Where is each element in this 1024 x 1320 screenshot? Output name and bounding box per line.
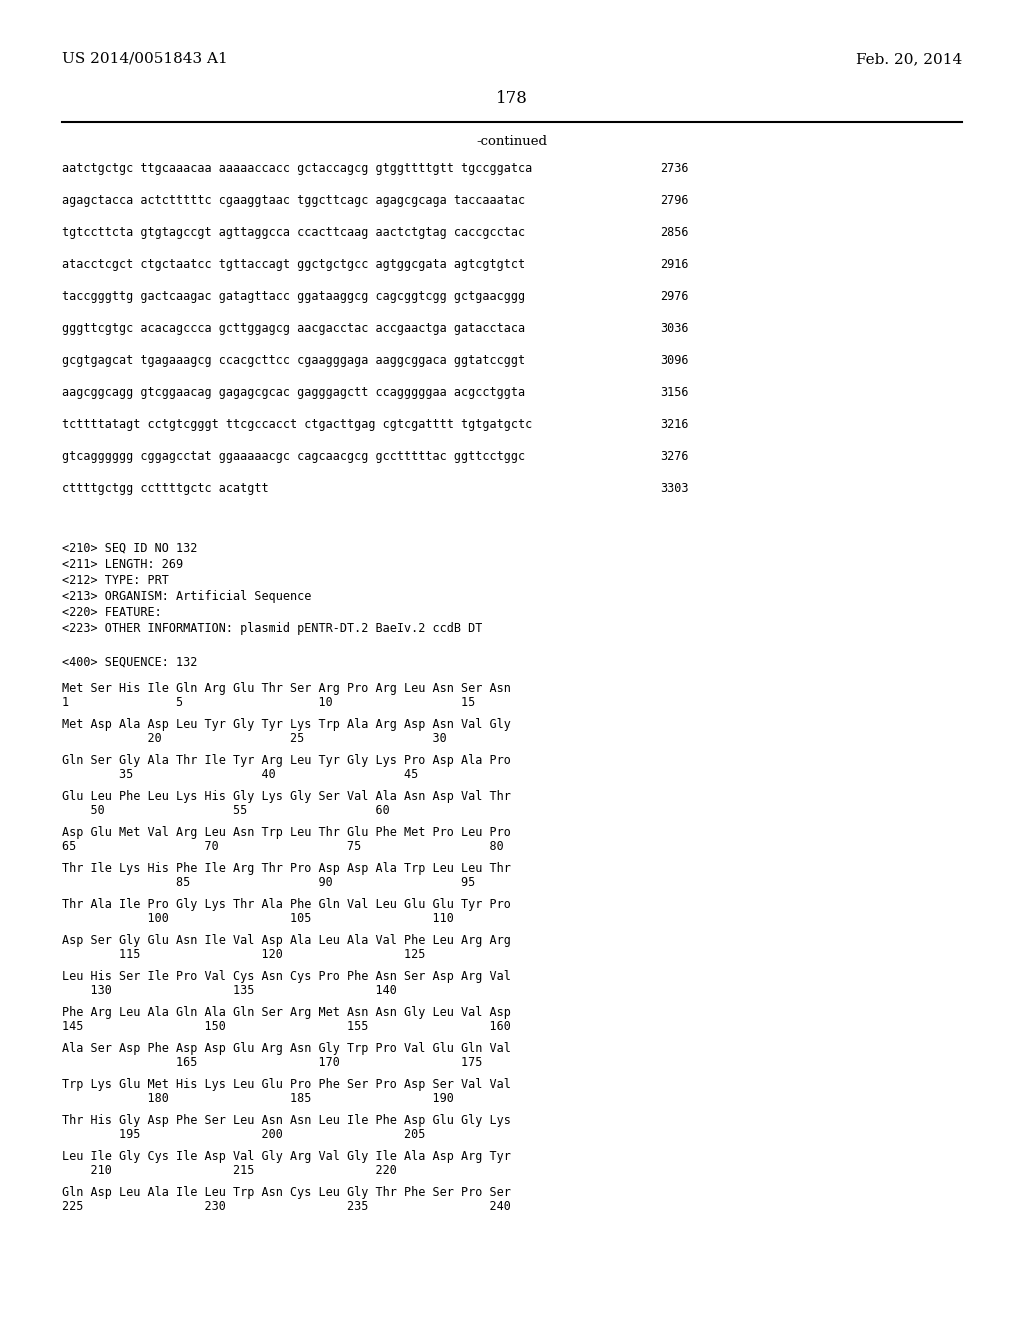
Text: Thr Ala Ile Pro Gly Lys Thr Ala Phe Gln Val Leu Glu Glu Tyr Pro: Thr Ala Ile Pro Gly Lys Thr Ala Phe Gln … — [62, 898, 511, 911]
Text: 178: 178 — [496, 90, 528, 107]
Text: cttttgctgg ccttttgctc acatgtt: cttttgctgg ccttttgctc acatgtt — [62, 482, 268, 495]
Text: 165                 170                 175: 165 170 175 — [62, 1056, 482, 1069]
Text: Asp Ser Gly Glu Asn Ile Val Asp Ala Leu Ala Val Phe Leu Arg Arg: Asp Ser Gly Glu Asn Ile Val Asp Ala Leu … — [62, 935, 511, 946]
Text: Glu Leu Phe Leu Lys His Gly Lys Gly Ser Val Ala Asn Asp Val Thr: Glu Leu Phe Leu Lys His Gly Lys Gly Ser … — [62, 789, 511, 803]
Text: aagcggcagg gtcggaacag gagagcgcac gagggagctt ccagggggaa acgcctggta: aagcggcagg gtcggaacag gagagcgcac gagggag… — [62, 385, 525, 399]
Text: 3156: 3156 — [660, 385, 688, 399]
Text: <223> OTHER INFORMATION: plasmid pENTR-DT.2 BaeIv.2 ccdB DT: <223> OTHER INFORMATION: plasmid pENTR-D… — [62, 622, 482, 635]
Text: Trp Lys Glu Met His Lys Leu Glu Pro Phe Ser Pro Asp Ser Val Val: Trp Lys Glu Met His Lys Leu Glu Pro Phe … — [62, 1078, 511, 1092]
Text: 20                  25                  30: 20 25 30 — [62, 733, 446, 744]
Text: Leu His Ser Ile Pro Val Cys Asn Cys Pro Phe Asn Ser Asp Arg Val: Leu His Ser Ile Pro Val Cys Asn Cys Pro … — [62, 970, 511, 983]
Text: <212> TYPE: PRT: <212> TYPE: PRT — [62, 574, 169, 587]
Text: aatctgctgc ttgcaaacaa aaaaaccacc gctaccagcg gtggttttgtt tgccggatca: aatctgctgc ttgcaaacaa aaaaaccacc gctacca… — [62, 162, 532, 176]
Text: Leu Ile Gly Cys Ile Asp Val Gly Arg Val Gly Ile Ala Asp Arg Tyr: Leu Ile Gly Cys Ile Asp Val Gly Arg Val … — [62, 1150, 511, 1163]
Text: 1               5                   10                  15: 1 5 10 15 — [62, 696, 475, 709]
Text: -continued: -continued — [476, 135, 548, 148]
Text: Asp Glu Met Val Arg Leu Asn Trp Leu Thr Glu Phe Met Pro Leu Pro: Asp Glu Met Val Arg Leu Asn Trp Leu Thr … — [62, 826, 511, 840]
Text: 210                 215                 220: 210 215 220 — [62, 1164, 397, 1177]
Text: 100                 105                 110: 100 105 110 — [62, 912, 454, 925]
Text: Phe Arg Leu Ala Gln Ala Gln Ser Arg Met Asn Asn Gly Leu Val Asp: Phe Arg Leu Ala Gln Ala Gln Ser Arg Met … — [62, 1006, 511, 1019]
Text: taccgggttg gactcaagac gatagttacc ggataaggcg cagcggtcgg gctgaacggg: taccgggttg gactcaagac gatagttacc ggataag… — [62, 290, 525, 304]
Text: 3303: 3303 — [660, 482, 688, 495]
Text: 3096: 3096 — [660, 354, 688, 367]
Text: US 2014/0051843 A1: US 2014/0051843 A1 — [62, 51, 227, 66]
Text: <211> LENGTH: 269: <211> LENGTH: 269 — [62, 558, 183, 572]
Text: 35                  40                  45: 35 40 45 — [62, 768, 418, 781]
Text: 2976: 2976 — [660, 290, 688, 304]
Text: atacctcgct ctgctaatcc tgttaccagt ggctgctgcc agtggcgata agtcgtgtct: atacctcgct ctgctaatcc tgttaccagt ggctgct… — [62, 257, 525, 271]
Text: tgtccttcta gtgtagccgt agttaggcca ccacttcaag aactctgtag caccgcctac: tgtccttcta gtgtagccgt agttaggcca ccacttc… — [62, 226, 525, 239]
Text: Thr His Gly Asp Phe Ser Leu Asn Asn Leu Ile Phe Asp Glu Gly Lys: Thr His Gly Asp Phe Ser Leu Asn Asn Leu … — [62, 1114, 511, 1127]
Text: Ala Ser Asp Phe Asp Asp Glu Arg Asn Gly Trp Pro Val Glu Gln Val: Ala Ser Asp Phe Asp Asp Glu Arg Asn Gly … — [62, 1041, 511, 1055]
Text: 2916: 2916 — [660, 257, 688, 271]
Text: 195                 200                 205: 195 200 205 — [62, 1129, 425, 1140]
Text: 2796: 2796 — [660, 194, 688, 207]
Text: Gln Ser Gly Ala Thr Ile Tyr Arg Leu Tyr Gly Lys Pro Asp Ala Pro: Gln Ser Gly Ala Thr Ile Tyr Arg Leu Tyr … — [62, 754, 511, 767]
Text: gtcagggggg cggagcctat ggaaaaacgc cagcaacgcg gcctttttac ggttcctggc: gtcagggggg cggagcctat ggaaaaacgc cagcaac… — [62, 450, 525, 463]
Text: tcttttatagt cctgtcgggt ttcgccacct ctgacttgag cgtcgatttt tgtgatgctc: tcttttatagt cctgtcgggt ttcgccacct ctgact… — [62, 418, 532, 432]
Text: 115                 120                 125: 115 120 125 — [62, 948, 425, 961]
Text: <220> FEATURE:: <220> FEATURE: — [62, 606, 162, 619]
Text: <400> SEQUENCE: 132: <400> SEQUENCE: 132 — [62, 656, 198, 669]
Text: 2856: 2856 — [660, 226, 688, 239]
Text: Gln Asp Leu Ala Ile Leu Trp Asn Cys Leu Gly Thr Phe Ser Pro Ser: Gln Asp Leu Ala Ile Leu Trp Asn Cys Leu … — [62, 1185, 511, 1199]
Text: Met Ser His Ile Gln Arg Glu Thr Ser Arg Pro Arg Leu Asn Ser Asn: Met Ser His Ile Gln Arg Glu Thr Ser Arg … — [62, 682, 511, 696]
Text: 3036: 3036 — [660, 322, 688, 335]
Text: Thr Ile Lys His Phe Ile Arg Thr Pro Asp Asp Ala Trp Leu Leu Thr: Thr Ile Lys His Phe Ile Arg Thr Pro Asp … — [62, 862, 511, 875]
Text: 65                  70                  75                  80: 65 70 75 80 — [62, 840, 504, 853]
Text: 85                  90                  95: 85 90 95 — [62, 876, 475, 888]
Text: gggttcgtgc acacagccca gcttggagcg aacgacctac accgaactga gatacctaca: gggttcgtgc acacagccca gcttggagcg aacgacc… — [62, 322, 525, 335]
Text: 130                 135                 140: 130 135 140 — [62, 983, 397, 997]
Text: <210> SEQ ID NO 132: <210> SEQ ID NO 132 — [62, 543, 198, 554]
Text: 2736: 2736 — [660, 162, 688, 176]
Text: agagctacca actctttttc cgaaggtaac tggcttcagc agagcgcaga taccaaatac: agagctacca actctttttc cgaaggtaac tggcttc… — [62, 194, 525, 207]
Text: 3216: 3216 — [660, 418, 688, 432]
Text: 50                  55                  60: 50 55 60 — [62, 804, 390, 817]
Text: gcgtgagcat tgagaaagcg ccacgcttcc cgaagggaga aaggcggaca ggtatccggt: gcgtgagcat tgagaaagcg ccacgcttcc cgaaggg… — [62, 354, 525, 367]
Text: 180                 185                 190: 180 185 190 — [62, 1092, 454, 1105]
Text: Met Asp Ala Asp Leu Tyr Gly Tyr Lys Trp Ala Arg Asp Asn Val Gly: Met Asp Ala Asp Leu Tyr Gly Tyr Lys Trp … — [62, 718, 511, 731]
Text: 225                 230                 235                 240: 225 230 235 240 — [62, 1200, 511, 1213]
Text: <213> ORGANISM: Artificial Sequence: <213> ORGANISM: Artificial Sequence — [62, 590, 311, 603]
Text: 3276: 3276 — [660, 450, 688, 463]
Text: 145                 150                 155                 160: 145 150 155 160 — [62, 1020, 511, 1034]
Text: Feb. 20, 2014: Feb. 20, 2014 — [856, 51, 962, 66]
